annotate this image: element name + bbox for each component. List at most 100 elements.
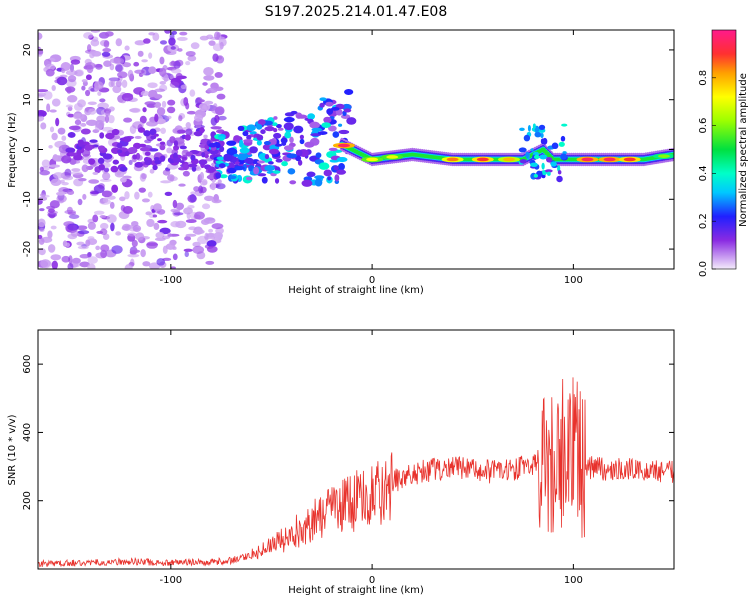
heatmap-cell: [119, 196, 126, 202]
heatmap-cell: [274, 143, 283, 147]
heatmap-cell: [180, 84, 188, 89]
heatmap-cell: [530, 162, 538, 168]
heatmap-cell: [209, 148, 219, 155]
heatmap-cell: [325, 101, 334, 107]
heatmap-cell: [66, 87, 72, 94]
heatmap-cell: [87, 263, 96, 269]
heatmap-cell: [47, 212, 58, 218]
heatmap-cell: [67, 113, 75, 118]
chart-title: S197.2025.214.01.47.E08: [265, 4, 448, 20]
heatmap-cell: [122, 206, 133, 214]
heatmap-cell: [152, 32, 160, 41]
heatmap-cell: [120, 177, 127, 183]
heatmap-cell: [212, 53, 219, 62]
heatmap-cell: [38, 89, 49, 93]
heatmap-cell: [89, 139, 98, 143]
heatmap-cell: [181, 156, 187, 160]
heatmap-cell: [274, 178, 280, 184]
heatmap-cell: [160, 180, 172, 184]
heatmap-cell: [49, 200, 60, 209]
heatmap-cell: [243, 139, 253, 143]
heatmap-cell: [249, 146, 258, 154]
heatmap-cell: [195, 122, 201, 129]
heatmap-cell: [149, 128, 157, 136]
heatmap-cell: [40, 122, 47, 130]
heatmap-cell: [223, 154, 233, 162]
heatmap-cell: [217, 179, 222, 184]
heatmap-cell: [257, 173, 267, 177]
heatmap-cell: [51, 85, 56, 92]
heatmap-cell: [211, 199, 222, 204]
heatmap-cell: [154, 88, 166, 93]
heatmap-cell: [117, 71, 128, 79]
heatmap-cell: [256, 134, 264, 141]
heatmap-cell: [88, 108, 97, 115]
heatmap-cell: [142, 261, 151, 267]
heatmap-cell: [246, 124, 256, 132]
heatmap-cell: [108, 106, 115, 112]
heatmap-cell: [57, 127, 66, 135]
heatmap-cell: [204, 154, 209, 159]
heatmap-cell: [211, 223, 224, 230]
heatmap-cell: [64, 209, 77, 215]
heatmap-cell: [105, 132, 115, 140]
colorbar-ticks: 0.0 0.2 0.4 0.6 0.8: [698, 70, 716, 277]
heatmap-cell: [51, 260, 58, 269]
heatmap-cell: [123, 117, 133, 123]
heatmap-cell: [127, 69, 134, 79]
heatmap-cell: [289, 180, 297, 185]
heatmap-cell: [77, 198, 83, 206]
heatmap-cell: [148, 52, 153, 59]
heatmap-cell: [111, 245, 123, 254]
heatmap-cell: [234, 165, 245, 171]
heatmap-cell: [192, 229, 205, 235]
heatmap-cell: [299, 134, 305, 140]
heatmap-cell: [41, 159, 50, 168]
heatmap-cell: [182, 170, 190, 177]
heatmap-cell: [39, 170, 51, 176]
heatmap-cell: [213, 31, 221, 40]
heatmap-cell: [538, 124, 546, 130]
heatmap-cell: [109, 201, 115, 209]
heatmap-cell: [257, 119, 266, 126]
heatmap-cell: [242, 130, 249, 137]
heatmap-cell: [366, 157, 379, 162]
heatmap-cell: [193, 186, 200, 192]
heatmap-cell: [159, 40, 168, 45]
heatmap-cell: [534, 131, 542, 138]
heatmap-cell: [95, 245, 100, 251]
heatmap-cell: [78, 177, 87, 182]
heatmap-cell: [103, 167, 110, 173]
heatmap-cell: [328, 147, 338, 152]
heatmap-cell: [185, 233, 197, 237]
heatmap-cell: [253, 166, 260, 175]
heatmap-cell: [183, 207, 193, 215]
heatmap-cell: [160, 155, 166, 162]
heatmap-cell: [338, 163, 345, 171]
heatmap-cell: [185, 50, 196, 57]
heatmap-cell: [38, 208, 45, 212]
heatmap-cell: [60, 62, 71, 71]
heatmap-cell: [234, 161, 240, 165]
heatmap-cell: [162, 65, 168, 71]
heatmap-cell: [210, 117, 218, 126]
heatmap-cell: [263, 140, 271, 146]
heatmap-cell: [205, 260, 215, 265]
y-tick-label: 400: [22, 423, 33, 442]
heatmap-cell: [111, 184, 119, 193]
heatmap-cell: [74, 119, 82, 126]
heatmap-cell: [191, 166, 197, 172]
heatmap-cell: [199, 180, 208, 186]
heatmap-cell: [179, 145, 187, 150]
snr-series-line: [38, 377, 674, 568]
top-y-axis-label: Frequency (Hz): [7, 112, 18, 188]
heatmap-cell: [80, 122, 87, 127]
heatmap-cell: [264, 165, 275, 172]
heatmap-cell: [311, 127, 323, 132]
heatmap-cell: [110, 80, 116, 87]
heatmap-cell: [207, 166, 216, 173]
heatmap-cell: [67, 131, 76, 138]
heatmap-cell: [208, 40, 216, 46]
heatmap-cell: [272, 122, 278, 127]
heatmap-cell: [85, 74, 92, 81]
